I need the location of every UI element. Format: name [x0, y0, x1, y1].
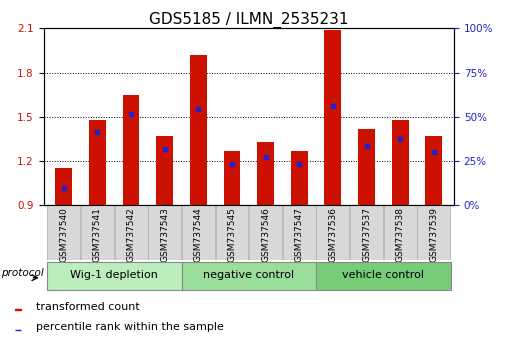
FancyBboxPatch shape: [283, 205, 315, 260]
Bar: [15, 309, 21, 310]
Text: percentile rank within the sample: percentile rank within the sample: [35, 322, 224, 332]
Text: GSM737536: GSM737536: [328, 207, 338, 262]
FancyBboxPatch shape: [81, 205, 114, 260]
Text: GSM737545: GSM737545: [227, 207, 236, 262]
Text: GSM737541: GSM737541: [93, 207, 102, 262]
Bar: [257, 142, 274, 205]
FancyBboxPatch shape: [47, 262, 182, 290]
FancyBboxPatch shape: [317, 205, 349, 260]
Text: GSM737544: GSM737544: [194, 207, 203, 262]
Text: GSM737537: GSM737537: [362, 207, 371, 262]
Bar: [224, 151, 241, 205]
Bar: [358, 129, 375, 205]
Text: GSM737543: GSM737543: [160, 207, 169, 262]
FancyBboxPatch shape: [182, 262, 316, 290]
Title: GDS5185 / ILMN_2535231: GDS5185 / ILMN_2535231: [149, 12, 348, 28]
FancyBboxPatch shape: [384, 205, 417, 260]
Text: vehicle control: vehicle control: [342, 270, 424, 280]
Text: GSM737542: GSM737542: [127, 207, 135, 262]
Bar: [55, 169, 72, 205]
Bar: [89, 120, 106, 205]
FancyBboxPatch shape: [182, 205, 215, 260]
Bar: [392, 120, 408, 205]
FancyBboxPatch shape: [316, 262, 450, 290]
FancyBboxPatch shape: [215, 205, 248, 260]
Text: Wig-1 depletion: Wig-1 depletion: [70, 270, 158, 280]
Text: GSM737546: GSM737546: [261, 207, 270, 262]
Text: GSM737540: GSM737540: [60, 207, 68, 262]
Bar: [325, 30, 341, 205]
Bar: [123, 95, 140, 205]
FancyBboxPatch shape: [249, 205, 282, 260]
Bar: [190, 55, 207, 205]
Text: GSM737539: GSM737539: [429, 207, 438, 262]
FancyBboxPatch shape: [47, 205, 80, 260]
Text: GSM737547: GSM737547: [295, 207, 304, 262]
Bar: [15, 330, 21, 331]
FancyBboxPatch shape: [148, 205, 181, 260]
FancyBboxPatch shape: [114, 205, 148, 260]
Text: protocol: protocol: [1, 268, 44, 278]
FancyBboxPatch shape: [418, 205, 450, 260]
Bar: [425, 136, 442, 205]
Text: GSM737538: GSM737538: [396, 207, 405, 262]
Bar: [291, 151, 308, 205]
Text: transformed count: transformed count: [35, 302, 140, 312]
Bar: [156, 136, 173, 205]
Text: negative control: negative control: [203, 270, 294, 280]
FancyBboxPatch shape: [350, 205, 383, 260]
